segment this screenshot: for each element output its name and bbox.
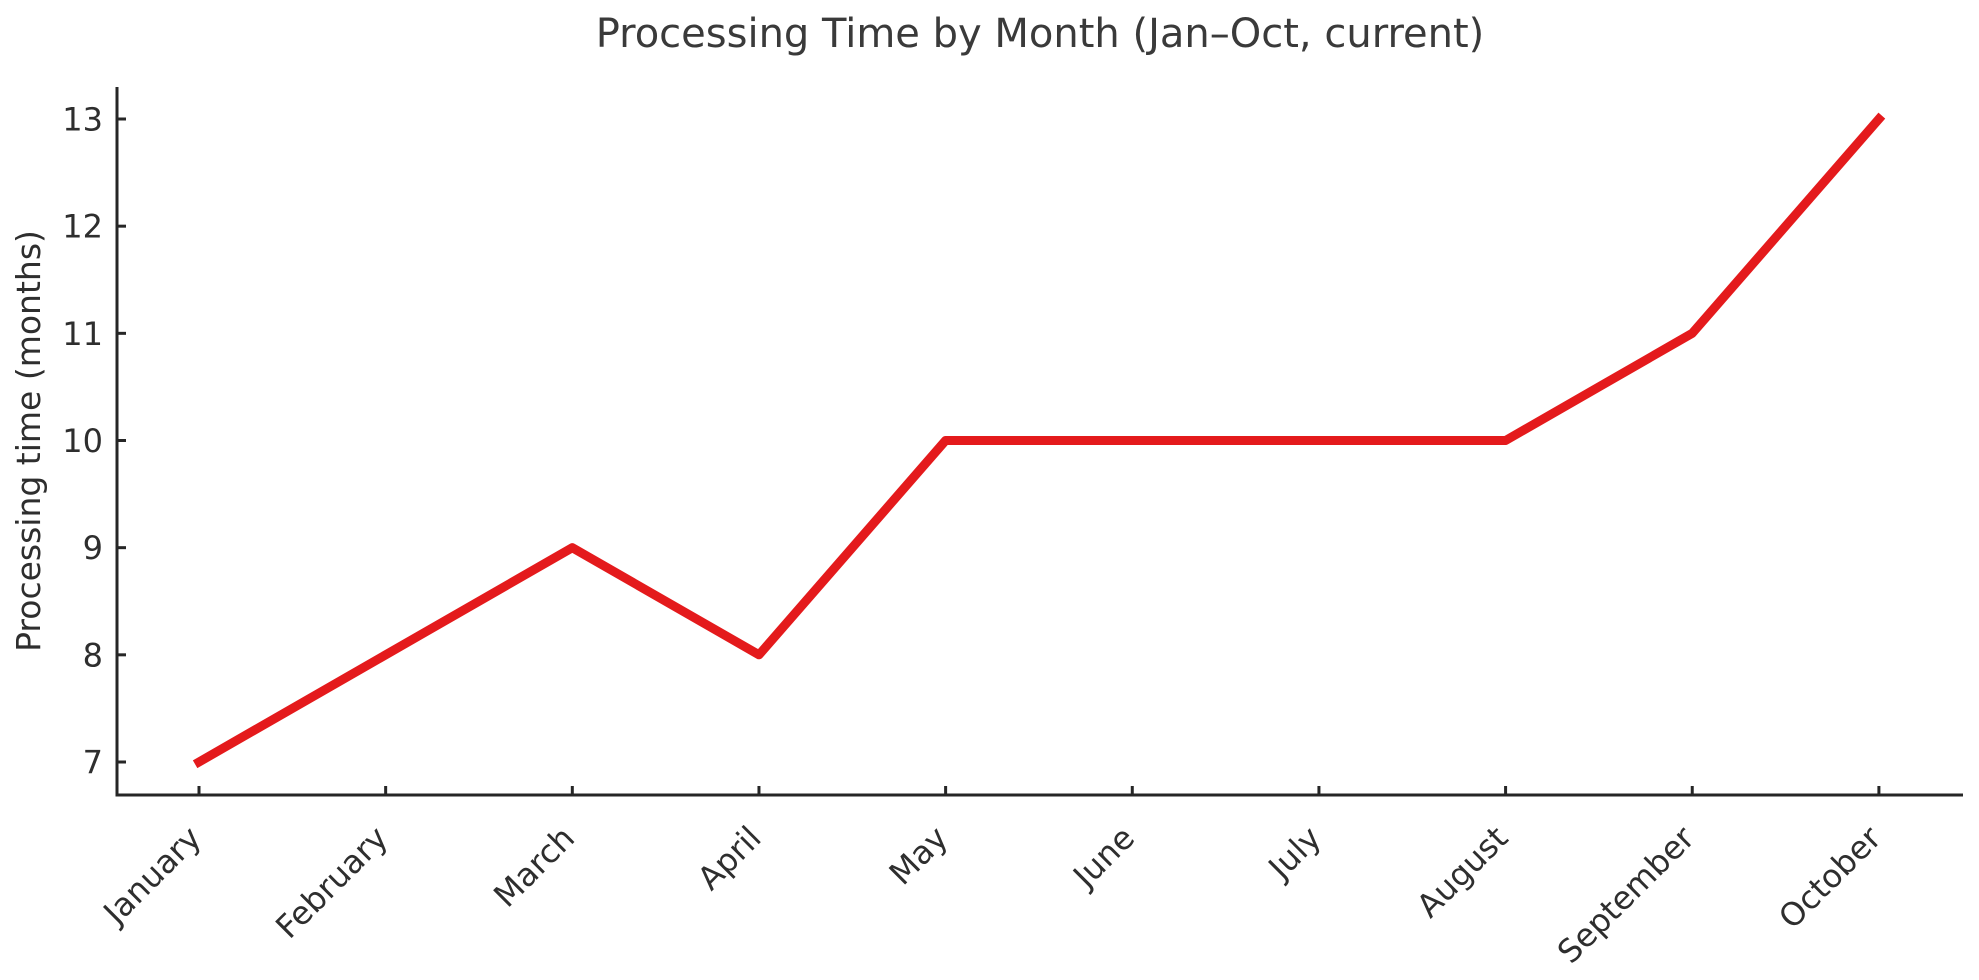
- x-tick-label: February: [268, 819, 395, 946]
- series-layer: [192, 112, 1886, 769]
- x-tick-label: January: [95, 819, 209, 933]
- axes-layer: 7 8 9 10 11 12 13 January February March April May J…: [62, 87, 1963, 971]
- x-tick-label: June: [1064, 819, 1142, 897]
- x-tick-label: August: [1409, 819, 1515, 925]
- x-tick-label: September: [1550, 818, 1703, 971]
- x-tick-label: July: [1260, 819, 1329, 888]
- y-axis-label: Processing time (months): [9, 230, 48, 652]
- x-tick-label: October: [1771, 818, 1889, 936]
- processing-time-line: [192, 112, 1886, 769]
- y-tick-label: 11: [62, 315, 103, 353]
- x-tick-label: May: [882, 819, 956, 893]
- y-tick-label: 12: [62, 208, 103, 246]
- x-tick-label: April: [690, 819, 769, 898]
- y-tick-label: 7: [83, 744, 103, 782]
- y-tick-label: 13: [62, 101, 103, 139]
- x-tick-label: March: [486, 819, 582, 915]
- y-tick-label: 8: [83, 636, 103, 674]
- y-tick-label: 10: [62, 422, 103, 460]
- y-tick-label: 9: [83, 529, 103, 567]
- chart-title: Processing Time by Month (Jan–Oct, curre…: [596, 11, 1485, 57]
